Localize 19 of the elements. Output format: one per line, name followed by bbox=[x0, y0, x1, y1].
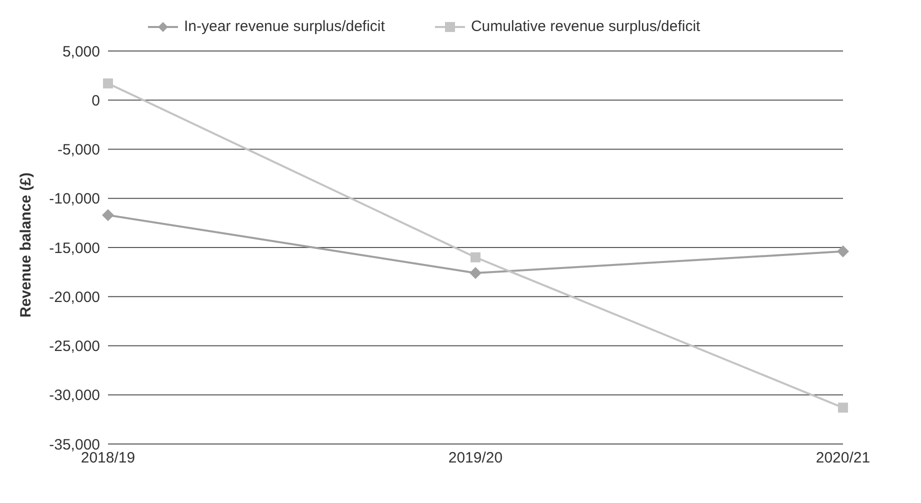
y-tick-label: -15,000 bbox=[49, 240, 100, 257]
point bbox=[102, 209, 114, 222]
point bbox=[837, 245, 849, 258]
point bbox=[103, 78, 113, 88]
x-tick-label: 2019/20 bbox=[448, 450, 503, 467]
point bbox=[470, 252, 480, 262]
y-tick-label: -5,000 bbox=[57, 142, 100, 159]
point bbox=[838, 402, 848, 413]
point bbox=[470, 267, 482, 280]
y-tick-label: 5,000 bbox=[62, 43, 100, 60]
y-tick-label: -10,000 bbox=[49, 190, 100, 208]
y-tick-label: -25,000 bbox=[49, 338, 100, 356]
y-tick-label: -30,000 bbox=[49, 387, 100, 404]
legend-label: Cumulative revenue surplus/deficit bbox=[470, 18, 700, 35]
y-tick-label: -20,000 bbox=[49, 288, 100, 306]
y-tick-label: 0 bbox=[92, 92, 100, 110]
y-axis-title: Revenue balance (£) bbox=[17, 172, 34, 318]
legend-label: In-year revenue surplus/deficit bbox=[183, 18, 385, 35]
x-tick-label: 2020/21 bbox=[816, 450, 870, 467]
